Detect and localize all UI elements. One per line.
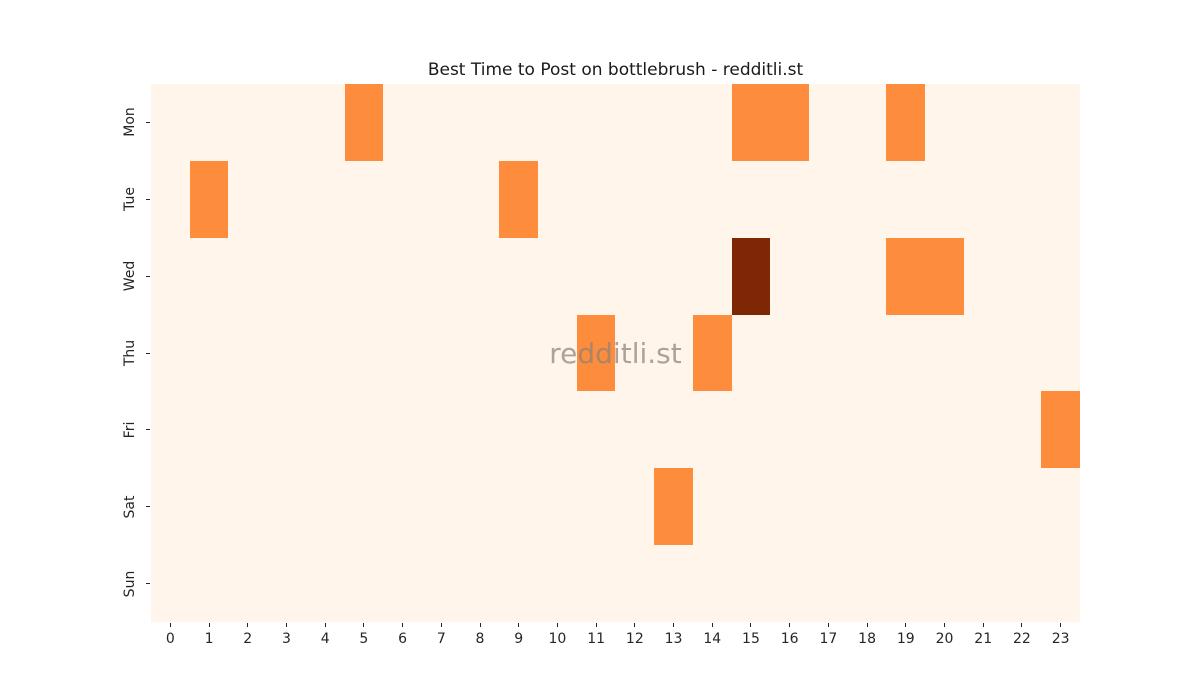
- x-tick-label: 7: [436, 631, 446, 647]
- heatmap-cell-wed-20: [925, 237, 964, 315]
- heatmap-plot-area: redditli.st: [151, 84, 1080, 622]
- heatmap-cell-thu-11: [576, 314, 616, 392]
- x-tick-label: 4: [320, 631, 330, 647]
- heatmap-cell-sat-13: [654, 468, 693, 546]
- x-tick-label: 3: [282, 631, 291, 647]
- heatmap-cell-wed-15: [731, 237, 771, 315]
- x-tick-mark: [556, 623, 558, 627]
- x-tick-mark: [595, 623, 597, 627]
- y-tick-label: Thu: [122, 339, 138, 367]
- heatmap-cell-mon-16: [770, 84, 810, 161]
- y-axis: Mon Tue Wed Thu Fri Sat Sun: [0, 84, 151, 622]
- heatmap-cell-fri-23: [1041, 391, 1080, 469]
- y-tick-mark: [146, 121, 150, 123]
- x-tick-label: 12: [625, 631, 644, 647]
- heatmap-cell-tue-1: [189, 160, 229, 238]
- y-tick-mark: [146, 583, 150, 585]
- x-tick-label: 1: [204, 631, 214, 647]
- heatmap-cell-mon-5: [344, 84, 384, 161]
- x-tick-label: 2: [243, 631, 253, 647]
- x-tick-label: 15: [742, 631, 760, 647]
- x-tick-label: 14: [703, 631, 722, 647]
- x-tick-mark: [634, 623, 636, 627]
- x-tick-label: 19: [896, 631, 915, 647]
- y-tick-label: Mon: [122, 107, 138, 138]
- x-tick-label: 17: [819, 631, 838, 647]
- x-tick-label: 23: [1051, 631, 1070, 647]
- y-tick-mark: [146, 275, 150, 277]
- x-tick-mark: [789, 623, 791, 627]
- y-tick-label: Wed: [122, 260, 138, 292]
- chart-title: Best Time to Post on bottlebrush - reddi…: [427, 60, 804, 80]
- y-tick-label: Tue: [122, 187, 138, 212]
- x-tick-mark: [363, 623, 365, 627]
- x-tick-mark: [285, 623, 287, 627]
- x-axis: 0 1 2 3 4 5 6 7 8 9 10 11 12 13 14 15 16 17 18 19 20 21 22 23: [151, 622, 1080, 658]
- x-tick-mark: [1021, 623, 1023, 627]
- x-tick-label: 8: [475, 631, 485, 647]
- y-tick-label: Fri: [122, 421, 138, 439]
- x-tick-label: 13: [664, 631, 683, 647]
- y-tick-mark: [146, 429, 150, 431]
- watermark-text: redditli.st: [549, 336, 682, 370]
- y-tick-mark: [146, 352, 150, 354]
- x-tick-label: 6: [398, 631, 408, 647]
- x-tick-mark: [402, 623, 404, 627]
- x-tick-mark: [866, 623, 868, 627]
- y-tick-mark: [146, 506, 150, 508]
- x-tick-mark: [1060, 623, 1062, 627]
- heatmap-cell-mon-19: [886, 84, 926, 161]
- heatmap-cell-thu-14: [692, 314, 732, 392]
- x-tick-label: 16: [780, 631, 799, 647]
- x-tick-label: 18: [858, 631, 877, 647]
- x-tick-label: 11: [587, 631, 606, 647]
- heatmap-cell-wed-19: [886, 237, 926, 315]
- x-tick-label: 10: [548, 631, 567, 647]
- x-tick-label: 20: [935, 631, 954, 647]
- x-tick-mark: [944, 623, 946, 627]
- x-tick-mark: [247, 623, 249, 627]
- x-tick-mark: [827, 623, 829, 627]
- y-tick-label: Sat: [122, 495, 138, 519]
- x-tick-mark: [479, 623, 481, 627]
- heatmap-cell-mon-15: [731, 84, 771, 161]
- x-tick-mark: [982, 623, 984, 627]
- x-tick-label: 22: [1013, 631, 1031, 647]
- x-tick-mark: [324, 623, 326, 627]
- y-tick-mark: [146, 198, 150, 200]
- x-tick-label: 9: [514, 631, 524, 647]
- x-tick-label: 5: [359, 631, 369, 647]
- x-tick-label: 21: [974, 631, 993, 647]
- x-tick-mark: [750, 623, 752, 627]
- x-tick-mark: [673, 623, 675, 627]
- x-tick-mark: [208, 623, 210, 627]
- x-tick-label: 0: [165, 631, 175, 647]
- y-tick-label: Sun: [122, 570, 138, 597]
- x-tick-mark: [905, 623, 907, 627]
- x-tick-mark: [711, 623, 713, 627]
- x-tick-mark: [440, 623, 442, 627]
- heatmap-cell-tue-9: [499, 160, 539, 238]
- x-tick-mark: [169, 623, 171, 627]
- x-tick-mark: [518, 623, 520, 627]
